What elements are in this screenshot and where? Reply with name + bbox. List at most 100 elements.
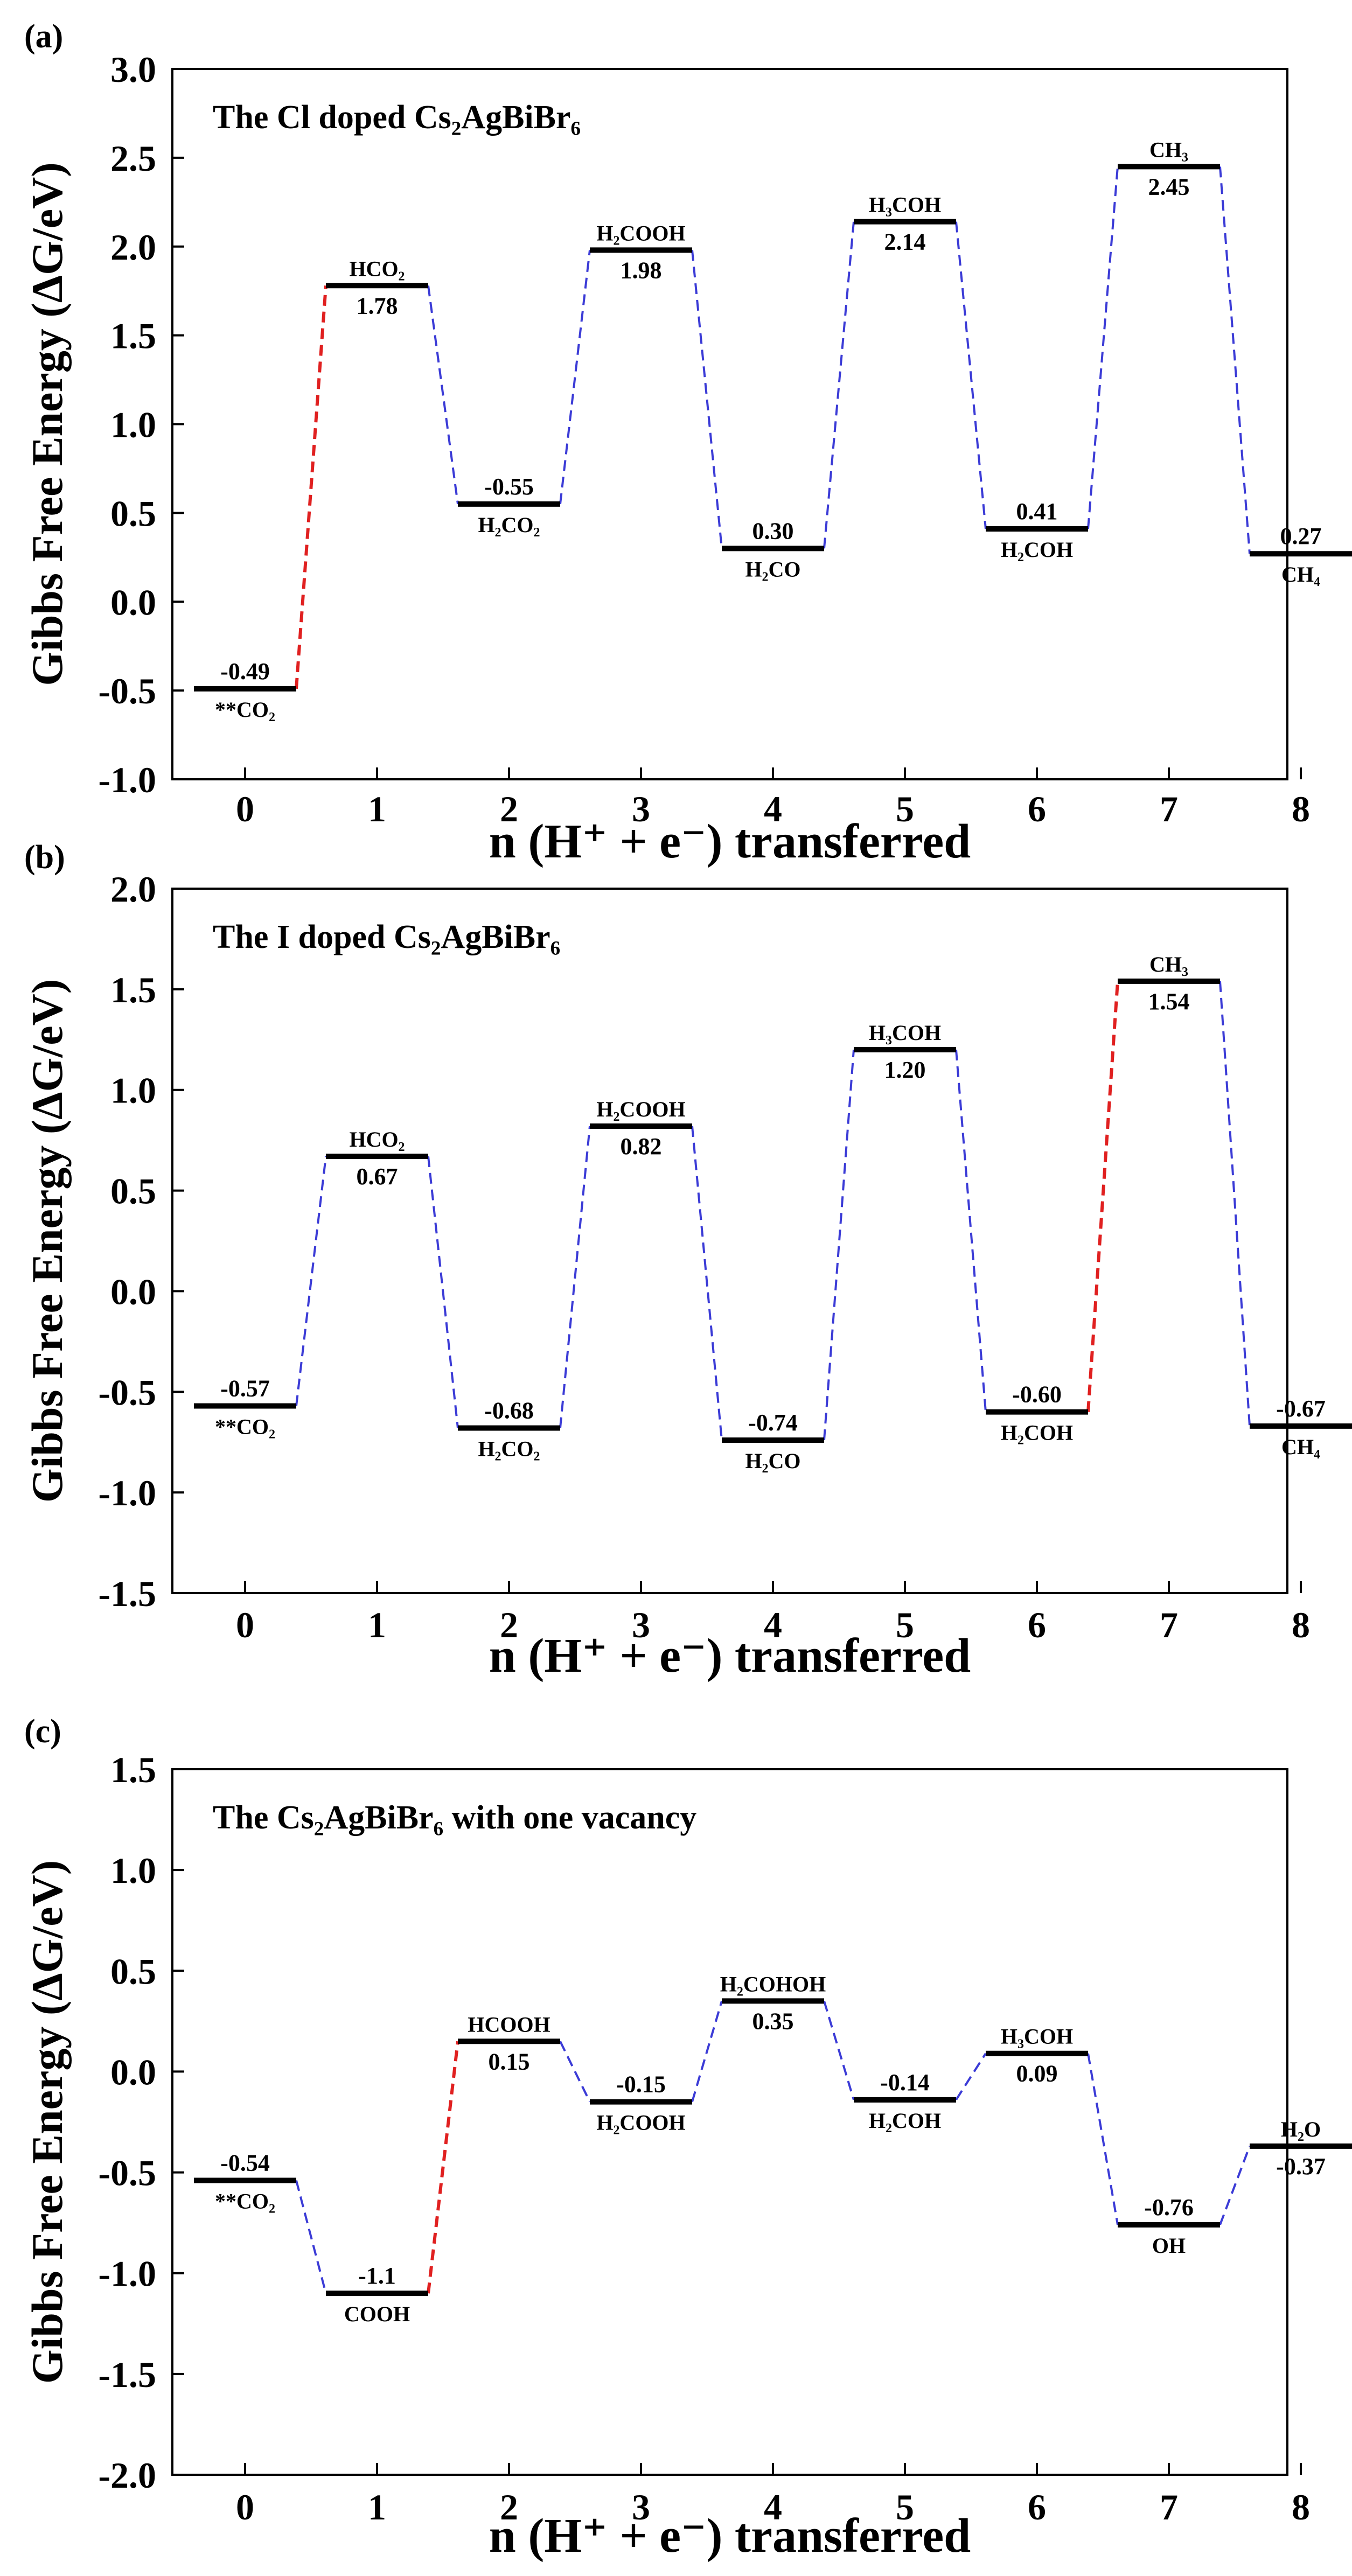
x-tick-label: 6: [1028, 2487, 1046, 2528]
value-label: -0.49: [220, 658, 270, 685]
y-tick-label: 0.0: [110, 2051, 156, 2092]
y-tick-label: 1.0: [110, 404, 156, 445]
species-label: H₂COOH: [596, 2111, 685, 2135]
chart-title: The Cl doped Cs₂AgBiBr₆: [213, 99, 581, 136]
species-label: H₂COOH: [596, 1097, 685, 1121]
y-tick-label: 2.5: [110, 138, 156, 179]
value-label: -0.57: [220, 1375, 270, 1401]
x-tick-label: 7: [1160, 788, 1178, 829]
value-label: 2.45: [1148, 173, 1190, 200]
value-label: 1.20: [884, 1057, 926, 1083]
y-tick-label: -1.5: [98, 1573, 156, 1614]
value-label: -0.76: [1144, 2194, 1194, 2221]
value-label: -0.55: [484, 473, 534, 500]
x-tick-label: 5: [896, 788, 914, 829]
y-axis-label: Gibbs Free Energy (ΔG/eV): [23, 162, 72, 686]
x-tick-label: 3: [632, 1604, 650, 1645]
step-connector: [295, 2180, 327, 2294]
x-tick-label: 1: [368, 1604, 386, 1645]
y-axis-label: Gibbs Free Energy (ΔG/eV): [23, 1860, 72, 2384]
species-label: HCOOH: [468, 2012, 550, 2036]
y-tick-label: -0.5: [98, 1372, 156, 1413]
species-label: H₂COH: [869, 2109, 941, 2133]
rate-limiting-step-connector: [427, 2041, 459, 2294]
y-tick-label: 0.0: [110, 1271, 156, 1312]
panel-1: (b) The I doped Cs₂AgBiBr₆ -1.5 -1.0 -0.5 0.0…: [23, 839, 1352, 1683]
rate-limiting-step-connector: [295, 285, 327, 689]
step-connector: [427, 1156, 459, 1428]
value-label: -0.37: [1276, 2153, 1326, 2180]
value-label: -0.14: [880, 2069, 930, 2096]
x-axis-label: n (H⁺ + e⁻) transferred: [489, 2509, 971, 2563]
species-label: H₂CO₂: [478, 513, 540, 537]
panel-label: (c): [24, 1713, 61, 1750]
step-connector: [955, 1049, 987, 1412]
y-tick-label: -1.0: [98, 1472, 156, 1513]
step-connector: [1219, 166, 1251, 554]
y-tick-label: 0.0: [110, 582, 156, 623]
step-connector: [1219, 981, 1251, 1426]
y-tick-label: -0.5: [98, 2153, 156, 2194]
x-tick-label: 4: [764, 1604, 782, 1645]
species-label: H₂CO: [745, 1449, 800, 1473]
species-label: H₂COOH: [596, 221, 685, 245]
step-connector: [823, 1049, 855, 1441]
value-label: 2.14: [884, 229, 926, 255]
y-axis-label: Gibbs Free Energy (ΔG/eV): [23, 979, 72, 1503]
panel-label: (b): [24, 839, 65, 876]
x-tick-label: 3: [632, 788, 650, 829]
x-tick-label: 0: [236, 1604, 254, 1645]
species-label: H₂COHOH: [720, 1972, 826, 1996]
value-label: 0.15: [489, 2048, 530, 2075]
x-tick-label: 7: [1160, 2487, 1178, 2528]
step-connector: [1087, 166, 1119, 529]
x-tick-label: 6: [1028, 788, 1046, 829]
species-label: COOH: [344, 2302, 410, 2326]
x-tick-label: 8: [1292, 1604, 1310, 1645]
panel-label: (a): [24, 18, 63, 55]
species-label: H₂CO: [745, 557, 800, 581]
value-label: 0.09: [1016, 2061, 1058, 2087]
y-tick-label: -1.0: [98, 759, 156, 800]
x-tick-label: 4: [764, 788, 782, 829]
species-label: CH₃: [1149, 952, 1188, 976]
value-label: 0.27: [1280, 523, 1322, 549]
species-label: H₃COH: [869, 1021, 941, 1045]
species-label: OH: [1152, 2233, 1186, 2258]
value-label: -0.68: [484, 1398, 534, 1424]
y-tick-label: -2.0: [98, 2455, 156, 2496]
step-connector: [823, 2000, 855, 2100]
x-tick-label: 6: [1028, 1604, 1046, 1645]
y-tick-label: 1.5: [110, 969, 156, 1010]
species-label: CH₄: [1281, 562, 1320, 587]
plot-frame: [171, 1768, 1288, 2476]
x-tick-label: 5: [896, 2487, 914, 2528]
y-tick-label: -1.5: [98, 2354, 156, 2395]
y-tick-label: 3.0: [110, 49, 156, 90]
x-tick-label: 5: [896, 1604, 914, 1645]
y-tick-label: 0.5: [110, 493, 156, 534]
y-tick-label: 2.0: [110, 869, 156, 910]
value-label: 0.30: [752, 518, 794, 544]
value-label: 0.35: [752, 2008, 794, 2034]
value-label: 0.67: [357, 1163, 398, 1190]
value-label: -1.1: [358, 2263, 396, 2289]
species-label: **CO₂: [215, 2189, 275, 2214]
panel-0: (a) The Cl doped Cs₂AgBiBr₆ -1.0 -0.5 0.0 0.5…: [23, 18, 1352, 868]
species-label: H₂COH: [1001, 537, 1073, 562]
species-label: **CO₂: [215, 697, 275, 722]
step-connector: [559, 1126, 591, 1428]
value-label: 1.78: [357, 292, 398, 319]
x-tick-label: 4: [764, 2487, 782, 2528]
rate-limiting-step-connector: [1086, 981, 1119, 1412]
x-tick-label: 8: [1292, 788, 1310, 829]
species-label: HCO₂: [349, 256, 405, 281]
species-label: H₂COH: [1001, 1421, 1073, 1445]
panel-2: (c) The Cs₂AgBiBr₆ with one vacancy -2.0 -1…: [23, 1713, 1352, 2563]
species-label: H₂CO₂: [478, 1437, 540, 1461]
y-tick-label: 1.5: [110, 316, 156, 357]
y-tick-label: 2.0: [110, 227, 156, 268]
plot-frame: [171, 68, 1288, 780]
x-tick-label: 2: [500, 2487, 518, 2528]
x-tick-label: 8: [1292, 2487, 1310, 2528]
